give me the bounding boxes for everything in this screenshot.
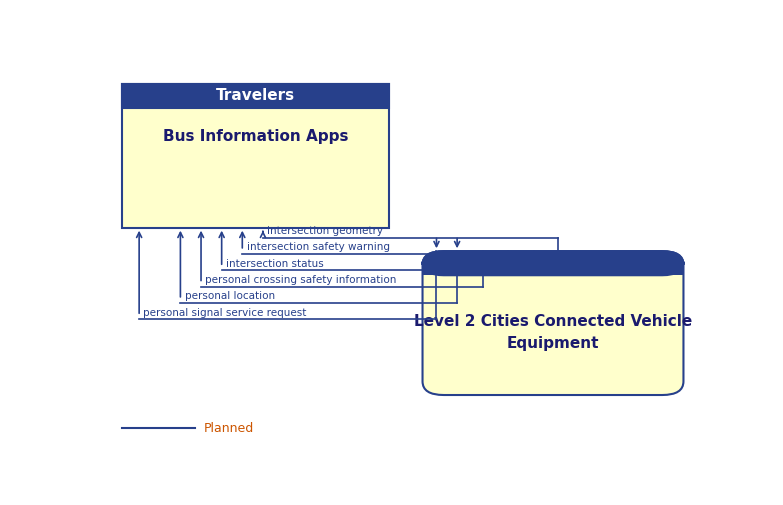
Text: Level 2 Cities Connected Vehicle
Equipment: Level 2 Cities Connected Vehicle Equipme… — [414, 314, 692, 351]
FancyBboxPatch shape — [423, 251, 684, 395]
Text: personal crossing safety information: personal crossing safety information — [205, 275, 397, 285]
Text: Planned: Planned — [204, 422, 254, 435]
Text: personal location: personal location — [185, 291, 275, 301]
FancyBboxPatch shape — [122, 84, 389, 228]
Text: Bus Information Apps: Bus Information Apps — [163, 129, 348, 144]
Text: Travelers: Travelers — [216, 88, 295, 104]
Text: personal signal service request: personal signal service request — [143, 308, 307, 318]
FancyBboxPatch shape — [423, 263, 683, 275]
FancyBboxPatch shape — [423, 251, 684, 275]
Text: intersection safety warning: intersection safety warning — [247, 242, 390, 252]
FancyBboxPatch shape — [122, 84, 389, 108]
Text: intersection status: intersection status — [226, 259, 323, 269]
Text: intersection geometry: intersection geometry — [267, 226, 383, 236]
